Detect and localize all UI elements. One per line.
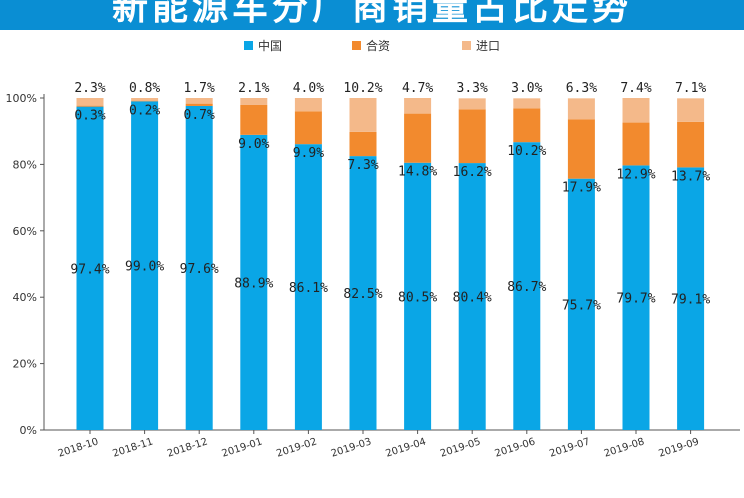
bar-2-10 bbox=[622, 98, 650, 123]
data-label-2-4: 4.0% bbox=[293, 81, 324, 96]
bar-2-1 bbox=[131, 98, 159, 101]
bar-0-3 bbox=[240, 134, 268, 431]
bar-1-10 bbox=[622, 122, 650, 166]
data-label-0-7: 80.4% bbox=[453, 291, 492, 306]
x-tick-label: 2019-09 bbox=[657, 436, 700, 459]
bar-0-9 bbox=[567, 178, 595, 430]
data-label-1-11: 13.7% bbox=[671, 169, 710, 184]
data-label-0-10: 79.7% bbox=[616, 292, 655, 307]
bar-1-2 bbox=[185, 103, 213, 106]
data-label-0-1: 99.0% bbox=[125, 260, 164, 275]
x-tick-label: 2019-04 bbox=[384, 436, 427, 459]
data-label-2-10: 7.4% bbox=[620, 81, 651, 96]
bar-0-8 bbox=[513, 142, 541, 430]
data-label-0-0: 97.4% bbox=[70, 262, 109, 277]
x-tick-label: 2019-01 bbox=[221, 436, 264, 459]
bar-0-2 bbox=[185, 105, 213, 430]
bar-2-2 bbox=[185, 98, 213, 104]
data-label-1-1: 0.2% bbox=[129, 103, 160, 118]
data-label-2-9: 6.3% bbox=[566, 81, 597, 96]
data-label-0-9: 75.7% bbox=[562, 298, 601, 313]
bar-2-9 bbox=[567, 98, 595, 120]
data-label-0-4: 86.1% bbox=[289, 281, 328, 296]
bar-1-3 bbox=[240, 104, 268, 135]
x-tick-label: 2019-06 bbox=[494, 436, 537, 459]
bar-0-10 bbox=[622, 165, 650, 430]
legend-label-0: 中国 bbox=[258, 38, 282, 53]
title-banner: 新能源车分厂商销量占比走势 bbox=[0, 0, 744, 30]
bar-2-4 bbox=[294, 98, 322, 112]
bar-1-8 bbox=[513, 108, 541, 143]
data-label-2-8: 3.0% bbox=[511, 81, 542, 96]
bar-2-0 bbox=[76, 98, 104, 106]
data-label-0-11: 79.1% bbox=[671, 293, 710, 308]
y-tick-label: 80% bbox=[13, 158, 37, 171]
data-label-2-3: 2.1% bbox=[238, 81, 269, 96]
bar-1-6 bbox=[404, 113, 432, 163]
data-label-0-2: 97.6% bbox=[180, 262, 219, 277]
data-label-2-5: 10.2% bbox=[343, 81, 382, 96]
data-label-1-6: 14.8% bbox=[398, 165, 437, 180]
data-label-0-6: 80.5% bbox=[398, 290, 437, 305]
bar-1-4 bbox=[294, 111, 322, 145]
legend-label-2: 进口 bbox=[476, 39, 500, 53]
bar-2-3 bbox=[240, 98, 268, 105]
x-tick-label: 2019-08 bbox=[603, 436, 646, 459]
legend-label-1: 合资 bbox=[366, 38, 390, 53]
data-label-0-3: 88.9% bbox=[234, 276, 273, 291]
data-label-1-4: 9.9% bbox=[293, 146, 324, 161]
chart-title: 新能源车分厂商销量占比走势 bbox=[111, 0, 632, 28]
x-tick-label: 2018-10 bbox=[57, 436, 100, 459]
bar-0-7 bbox=[458, 163, 486, 430]
data-label-2-0: 2.3% bbox=[74, 81, 105, 96]
x-tick-label: 2019-07 bbox=[548, 436, 591, 459]
x-tick-label: 2018-12 bbox=[166, 436, 209, 459]
x-tick-label: 2018-11 bbox=[111, 436, 154, 459]
data-label-2-6: 4.7% bbox=[402, 81, 433, 96]
legend-swatch-2 bbox=[462, 41, 471, 50]
y-tick-label: 40% bbox=[13, 291, 37, 304]
x-tick-label: 2019-03 bbox=[330, 436, 373, 459]
data-label-2-7: 3.3% bbox=[457, 81, 488, 96]
y-tick-label: 60% bbox=[13, 225, 37, 238]
bar-1-7 bbox=[458, 109, 486, 164]
y-tick-label: 0% bbox=[20, 424, 37, 437]
data-label-1-9: 17.9% bbox=[562, 181, 601, 196]
bar-0-0 bbox=[76, 106, 104, 431]
data-label-1-8: 10.2% bbox=[507, 144, 546, 159]
bar-2-8 bbox=[513, 98, 541, 109]
bar-0-5 bbox=[349, 156, 377, 430]
bar-1-0 bbox=[76, 105, 104, 107]
bar-1-11 bbox=[677, 121, 705, 168]
legend-swatch-0 bbox=[244, 41, 253, 50]
bar-2-7 bbox=[458, 98, 486, 110]
data-label-1-3: 9.0% bbox=[238, 137, 269, 152]
bar-2-11 bbox=[677, 98, 705, 122]
y-tick-label: 100% bbox=[6, 92, 37, 105]
data-label-0-8: 86.7% bbox=[507, 280, 546, 295]
bar-1-1 bbox=[131, 100, 159, 102]
data-label-1-7: 16.2% bbox=[453, 165, 492, 180]
data-label-0-5: 82.5% bbox=[343, 287, 382, 302]
data-label-1-0: 0.3% bbox=[74, 109, 105, 124]
bar-0-1 bbox=[131, 101, 159, 430]
bar-0-4 bbox=[294, 144, 322, 430]
x-tick-label: 2019-02 bbox=[275, 436, 318, 459]
data-label-1-2: 0.7% bbox=[184, 108, 215, 123]
bar-1-5 bbox=[349, 131, 377, 157]
data-label-2-11: 7.1% bbox=[675, 81, 706, 96]
data-label-1-10: 12.9% bbox=[616, 167, 655, 182]
y-tick-label: 20% bbox=[13, 358, 37, 371]
data-label-2-2: 1.7% bbox=[184, 81, 215, 96]
bar-0-6 bbox=[404, 162, 432, 431]
data-label-1-5: 7.3% bbox=[347, 158, 378, 173]
bar-1-9 bbox=[567, 119, 595, 179]
bar-2-5 bbox=[349, 98, 377, 132]
x-tick-label: 2019-05 bbox=[439, 436, 482, 459]
data-label-2-1: 0.8% bbox=[129, 81, 160, 96]
legend-swatch-1 bbox=[352, 41, 361, 50]
bar-2-6 bbox=[404, 98, 432, 114]
bar-0-11 bbox=[677, 167, 705, 430]
